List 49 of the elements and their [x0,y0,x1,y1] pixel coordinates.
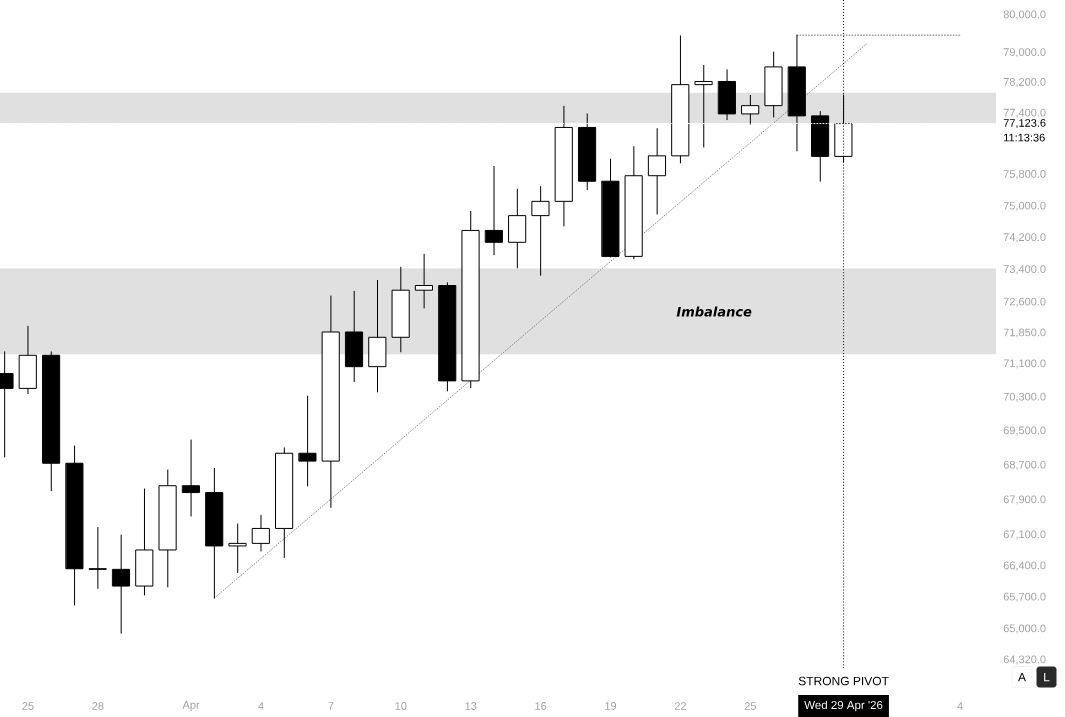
y-tick-label: 64,320.0 [1003,655,1046,665]
x-tick-label: 13 [465,702,477,710]
candlestick [298,395,317,487]
candlestick [112,534,131,634]
y-tick-label: 71,100.0 [1003,359,1046,369]
y-tick-label: 78,200.0 [1003,77,1046,88]
text: A [1018,672,1026,682]
y-tick-label: 67,100.0 [1003,530,1046,540]
text: 11:13:36 [1004,133,1045,142]
y-tick-label: 79,000.0 [1003,48,1046,58]
y-tick-label: 80,000.0 [1003,10,1046,20]
x-tick-label: 4 [957,702,963,710]
text: Wed 29 Apr '26 [804,700,883,712]
candlestick [415,253,433,309]
y-tick-label: 74,200.0 [1003,233,1046,243]
candlestick [648,128,667,215]
candlestick [228,523,247,574]
y-tick-label: 69,500.0 [1003,426,1046,436]
y-tick-label: 65,000.0 [1003,624,1046,634]
candlestick [88,526,107,589]
candlestick [182,439,200,517]
y-tick-label: 72,600.0 [1003,297,1046,307]
y-tick-label: 75,000.0 [1003,201,1046,211]
candlestick [531,186,550,276]
y-tick-label: 67,900.0 [1003,495,1046,505]
ref-line-label: STRONG PIVOT [798,676,889,686]
x-tick-label: 19 [605,702,617,710]
y-tick-label: 73,400.0 [1003,265,1046,275]
y-tick-label: 77,400.0 [1003,108,1046,118]
x-tick-label: 16 [535,702,547,710]
candlestick [485,165,503,256]
band-label: Imbalance [676,306,752,317]
x-tick-label: 25 [22,702,34,710]
y-tick-label: 70,300.0 [1003,392,1046,402]
x-tick-label: 10 [395,702,407,710]
x-tick-label: 25 [744,702,757,710]
candlestick [252,514,270,552]
x-tick-label: Apr [182,701,200,711]
ref-line-label: 77,123.6 [1003,119,1046,129]
x-tick-label: 4 [258,702,264,710]
y-tick-label: 75,800.0 [1003,170,1046,180]
x-tick-label: 28 [92,702,104,710]
x-tick-label: 7 [328,702,334,710]
y-tick-label: 66,400.0 [1003,561,1046,571]
y-tick-label: 71,850.0 [1003,328,1046,338]
y-tick-label: 65,700.0 [1003,592,1046,602]
x-tick-label: 22 [674,702,687,710]
text: L [1044,672,1050,682]
y-tick-label: 68,700.0 [1003,460,1046,470]
